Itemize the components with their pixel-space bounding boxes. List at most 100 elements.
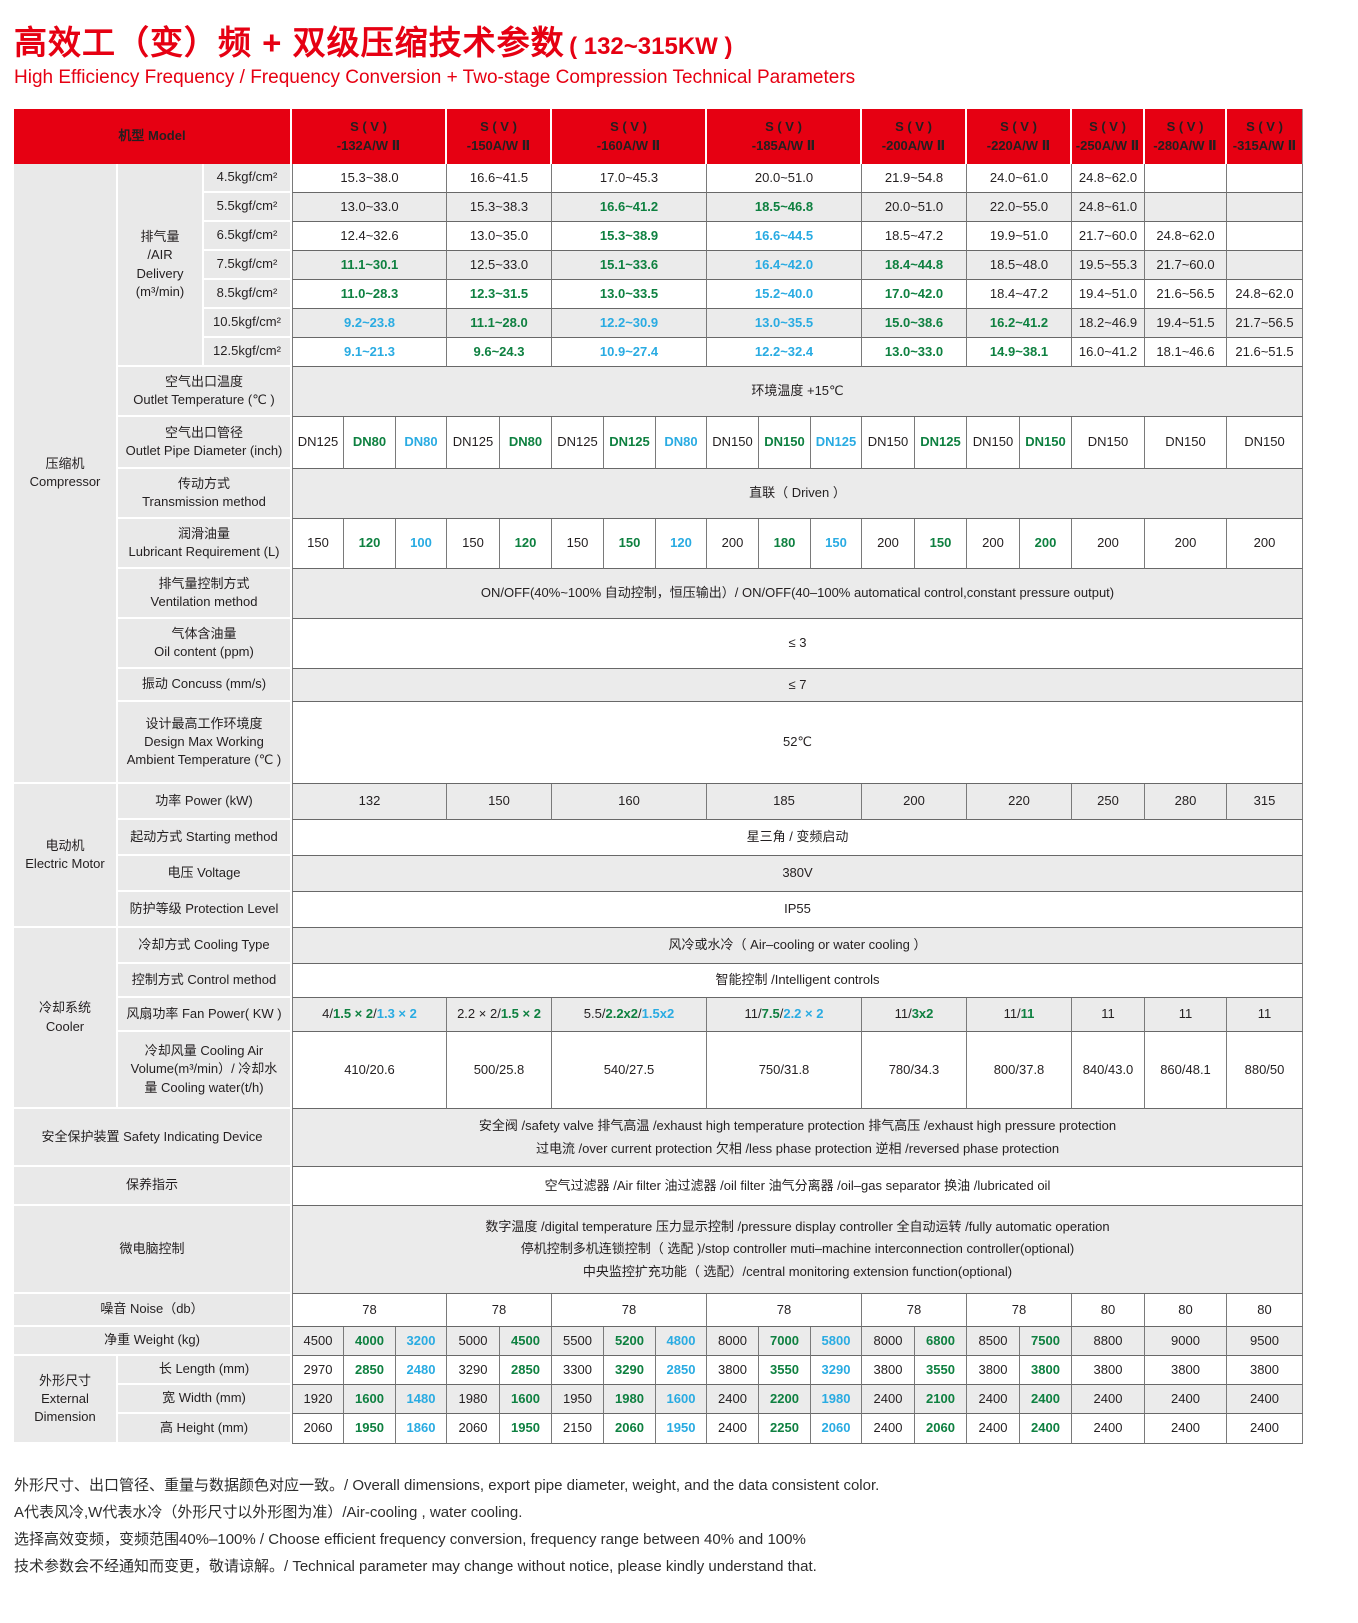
model-number-text: -185A/W Ⅱ — [751, 137, 816, 153]
value-cell: 2400 — [707, 1414, 759, 1444]
label-line: 空气出口温度 — [164, 373, 243, 389]
value-text: 11/ — [744, 1006, 762, 1022]
value-cell: 150 — [447, 519, 500, 569]
value-cell: 4000 — [344, 1327, 396, 1356]
value-cell: DN80 — [656, 417, 707, 469]
value-text: 9.1~21.3 — [344, 343, 395, 359]
row-starting-method: 起动方式 Starting method 星三角 / 变频启动 — [14, 820, 1303, 856]
value-cell: 11.1~30.1 — [292, 251, 447, 280]
label-line: 10.5kgf/cm² — [213, 314, 281, 330]
label-line: Design Max Working — [144, 733, 264, 749]
value-cell: 8000 — [862, 1327, 915, 1356]
label-line: Transmission method — [142, 494, 266, 509]
value-text: 16.6~41.5 — [469, 169, 529, 185]
value-text: 11 — [1178, 1006, 1193, 1022]
value-line: 数字温度 /digital temperature 压力显示控制 /pressu… — [485, 1219, 1110, 1235]
value-text: 17.0~42.0 — [884, 285, 944, 301]
value-cell: 78 — [707, 1294, 862, 1327]
row-protection-level: 防护等级 Protection Level IP55 — [14, 892, 1303, 928]
value-cell: 13.0~33.0 — [862, 338, 967, 367]
value-cell: 11 — [1145, 998, 1227, 1032]
value-text: 80 — [1178, 1301, 1193, 1317]
value-cell: 22.0~55.0 — [967, 193, 1072, 222]
value-cell: 1980 — [447, 1385, 500, 1414]
value-line: ≤ 7 — [788, 676, 807, 692]
value-cell — [1227, 222, 1303, 251]
label-safety-device: 安全保护装置 Safety Indicating Device — [14, 1109, 292, 1167]
label-line: 压缩机 — [45, 455, 85, 471]
value-cell: 2400 — [1020, 1385, 1072, 1414]
model-header-cell: S ( V ) -160A/W Ⅱ — [552, 109, 707, 164]
value-cell: 20.0~51.0 — [862, 193, 967, 222]
value-text: 7.5 — [761, 1006, 780, 1022]
value-cell: 250 — [1072, 784, 1145, 820]
value-cell: DN150 — [707, 417, 759, 469]
row-cooling-type: 冷却系统 Cooler 冷却方式 Cooling Type 风冷或水冷（ Air–co… — [14, 928, 1303, 1109]
label-protection-level: 防护等级 Protection Level — [118, 892, 292, 928]
value-text: 2060 — [458, 1420, 488, 1436]
value-cell: 18.5~46.8 — [707, 193, 862, 222]
label-line: 气体含油量 — [171, 625, 237, 641]
value-cell: 19.4~51.5 — [1145, 309, 1227, 338]
value-text: 15.3~38.3 — [469, 198, 529, 214]
value-text: 4/ — [322, 1006, 333, 1022]
value-text: 21.6~51.5 — [1235, 343, 1294, 359]
value-text: 2060 — [303, 1420, 333, 1436]
value-text: / — [373, 1006, 377, 1022]
value-text: 2060 — [615, 1420, 644, 1436]
row-air-7-5: 7.5kgf/cm² 11.1~30.1 12.5~33.0 15.1~33.6 16.… — [14, 251, 1303, 280]
value-text: DN125 — [297, 434, 339, 450]
value-line: IP55 — [784, 901, 811, 917]
value-text: 120 — [514, 535, 537, 551]
value-cell: 18.4~44.8 — [862, 251, 967, 280]
label-voltage: 电压 Voltage — [118, 856, 292, 892]
value-text: DN80 — [352, 434, 387, 450]
value-text: 11 — [1257, 1006, 1272, 1022]
value-cell: 2060 — [292, 1414, 344, 1444]
label-line: 冷却系统 — [38, 1000, 91, 1016]
value-cell: 11/3x2 — [862, 998, 967, 1032]
value-cell: 16.0~41.2 — [1072, 338, 1145, 367]
value-text: 4000 — [355, 1332, 384, 1348]
pressure-label: 10.5kgf/cm² — [204, 309, 292, 338]
value-cell: 780/34.3 — [862, 1032, 967, 1109]
label-line: Lubricant Requirement (L) — [128, 544, 280, 559]
value-text: 2250 — [770, 1420, 799, 1436]
label-oil-content: 气体含油量 Oil content (ppm) — [118, 619, 292, 669]
value-text: 17.0~45.3 — [599, 169, 659, 185]
value-text: 18.5~48.0 — [989, 256, 1049, 272]
value-text: 150 — [618, 535, 641, 551]
value-cell: 11.0~28.3 — [292, 280, 447, 309]
model-number-text: -132A/W Ⅱ — [336, 137, 401, 153]
value-text: 132 — [358, 793, 381, 809]
value-text: 11.0~28.3 — [340, 285, 399, 301]
model-series-text: S ( V ) — [350, 119, 387, 135]
value-cell: 12.3~31.5 — [447, 280, 552, 309]
value-text: DN150 — [712, 434, 753, 450]
value-text: 78 — [491, 1301, 507, 1317]
model-header-label-text: 机型 Model — [118, 128, 186, 144]
value-text: 100 — [410, 535, 432, 551]
value-text: 2400 — [978, 1420, 1008, 1436]
value-text: 2480 — [406, 1361, 436, 1377]
value-cell: 2060 — [811, 1414, 862, 1444]
value-text: 24.0~61.0 — [989, 169, 1049, 185]
value-cell: 2400 — [967, 1385, 1020, 1414]
value-text: 2400 — [1031, 1390, 1060, 1406]
row-cooling-air-volume: 冷却风量 Cooling Air Volume(m³/min）/ 冷却水量 Coo… — [14, 1032, 1303, 1109]
value-text: 19.4~51.5 — [1156, 314, 1215, 330]
pressure-label: 7.5kgf/cm² — [204, 251, 292, 280]
value-text: 78 — [362, 1301, 377, 1317]
value-cell: 16.6~41.5 — [447, 164, 552, 193]
value-text: 15.2~40.0 — [754, 285, 814, 301]
model-series-text: S ( V ) — [765, 119, 802, 135]
value-cell-voltage: 380V — [292, 856, 1303, 892]
label-ventilation-method: 排气量控制方式 Ventilation method — [118, 569, 292, 619]
value-cell: DN125 — [292, 417, 344, 469]
label-line: 功率 Power (kW) — [155, 792, 253, 808]
value-text: 2400 — [1171, 1390, 1200, 1406]
value-cell: 2200 — [759, 1385, 811, 1414]
label-line: External — [41, 1390, 89, 1406]
value-text: 150 — [488, 793, 510, 809]
